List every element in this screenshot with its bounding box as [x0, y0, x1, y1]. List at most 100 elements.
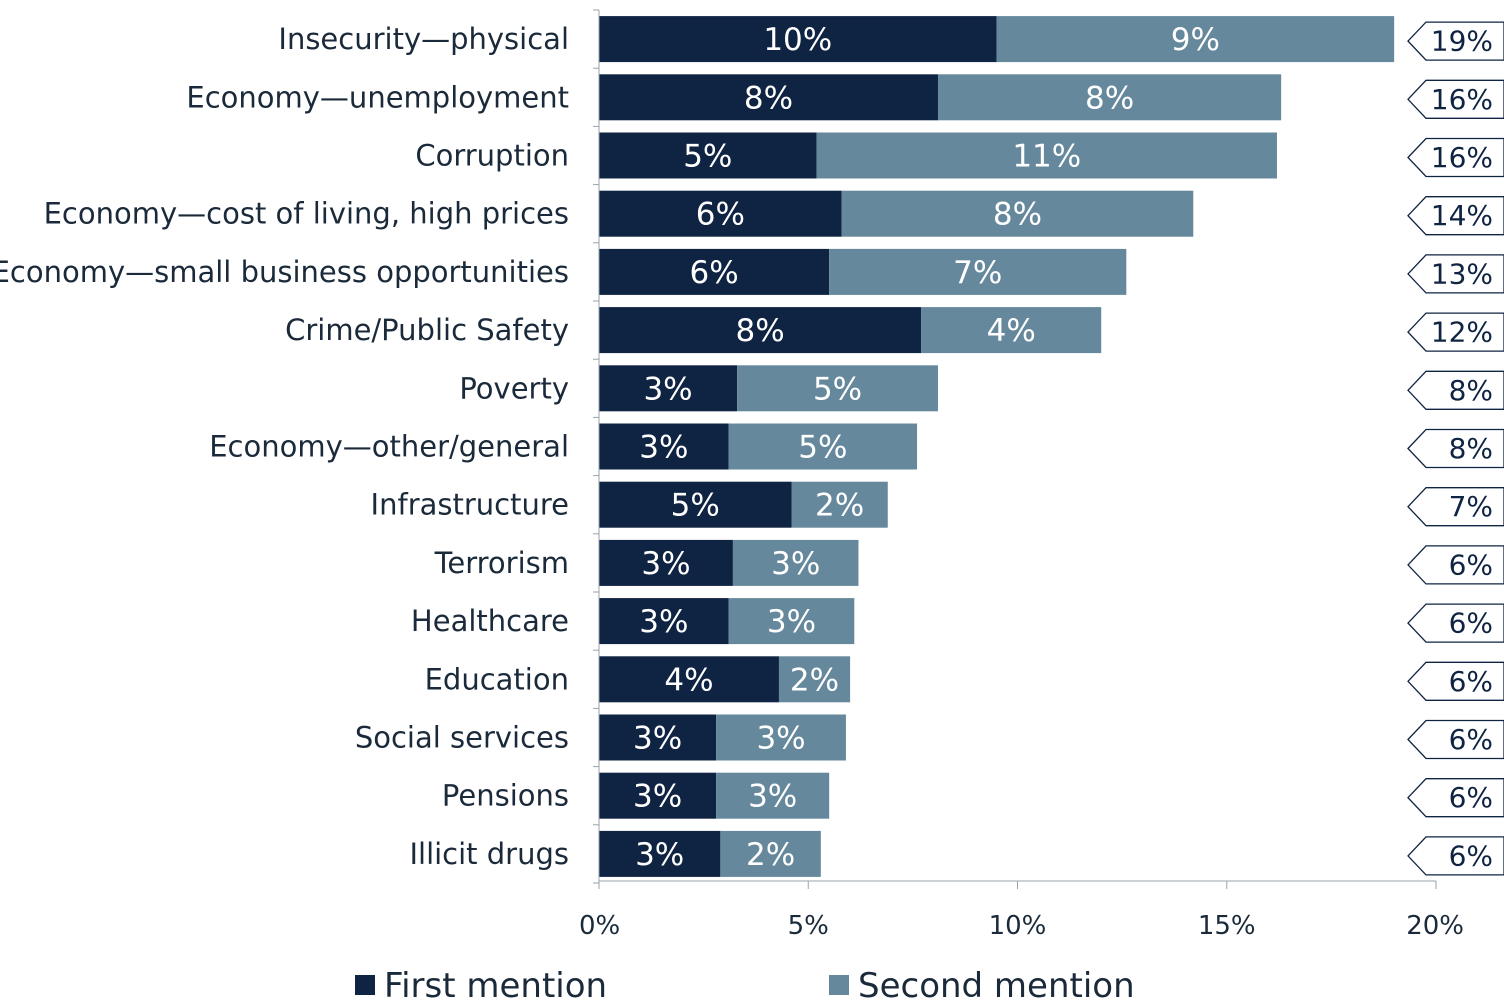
- bar-first-mention: [599, 772, 717, 819]
- bar-value-label: 3%: [771, 546, 820, 582]
- total-callout-shape: [1407, 778, 1504, 818]
- legend-swatch: [829, 975, 849, 995]
- total-value-label: 6%: [1449, 839, 1493, 872]
- bar-value-label: 9%: [1171, 22, 1220, 58]
- total-value-label: 7%: [1449, 490, 1493, 523]
- category-label: Economy—small business opportunities: [0, 255, 569, 289]
- bar-first-mention: [599, 248, 830, 295]
- bar-value-label: 3%: [756, 721, 805, 757]
- bar-value-label: 10%: [763, 22, 832, 58]
- total-callout-shape: [1407, 661, 1504, 701]
- total-callout-shape: [1407, 370, 1504, 410]
- bar-first-mention: [599, 74, 938, 121]
- bar-first-mention: [599, 656, 779, 703]
- total-callout-shape: [1407, 196, 1504, 236]
- bar-value-label: 3%: [767, 604, 816, 640]
- bar-value-label: 3%: [641, 546, 690, 582]
- total-callout-shape: [1407, 719, 1504, 760]
- category-label: Economy—cost of living, high prices: [44, 197, 569, 231]
- bar-value-label: 4%: [987, 313, 1036, 349]
- total-value-label: 14%: [1431, 199, 1493, 232]
- bar-second-mention: [816, 132, 1277, 179]
- category-labels: Insecurity—physical Economy—unemployment C…: [0, 22, 569, 871]
- category-label: Illicit drugs: [409, 837, 569, 871]
- bars-group: 10% 9% 8% 8% 5% 11% 6% 8% 6% 7% 8% 4% 3% 5% 3% 5% 5% 2% 3%…: [599, 16, 1395, 877]
- x-tick-label: 10%: [989, 911, 1047, 941]
- bar-first-mention: [599, 365, 738, 412]
- total-value-label: 8%: [1449, 432, 1493, 465]
- category-label: Healthcare: [411, 604, 569, 638]
- bar-value-label: 3%: [635, 837, 684, 873]
- total-value-label: 16%: [1431, 83, 1493, 116]
- bar-second-mention: [737, 365, 938, 412]
- category-label: Infrastructure: [371, 488, 569, 522]
- total-callout-shape: [1407, 428, 1504, 469]
- bar-second-mention: [841, 190, 1194, 237]
- bar-value-label: 5%: [683, 139, 732, 175]
- legend-label: Second mention: [858, 966, 1135, 1001]
- category-label: Poverty: [459, 371, 569, 405]
- bar-value-label: 3%: [639, 430, 688, 466]
- bar-value-label: 3%: [633, 721, 682, 757]
- bar-second-mention: [778, 656, 851, 703]
- bar-second-mention: [732, 539, 859, 586]
- bar-first-mention: [599, 539, 733, 586]
- total-callout-shape: [1407, 254, 1504, 294]
- total-callout-shape: [1407, 79, 1504, 119]
- legend-swatch: [355, 975, 375, 995]
- bar-first-mention: [599, 190, 842, 237]
- bar-value-label: 4%: [664, 662, 713, 698]
- total-callout-shape: [1407, 137, 1504, 178]
- x-axis: 0% 5% 10% 15% 20%: [579, 9, 1464, 941]
- bar-second-mention: [716, 714, 846, 761]
- bar-second-mention: [728, 598, 855, 645]
- bar-second-mention: [716, 772, 830, 819]
- category-label: Economy—unemployment: [186, 80, 569, 114]
- bar-first-mention: [599, 307, 922, 354]
- x-tick-label: 0%: [579, 911, 620, 941]
- category-label: Corruption: [415, 139, 569, 173]
- total-callout-shape: [1407, 487, 1504, 527]
- total-value-label: 19%: [1431, 25, 1493, 58]
- category-label: Social services: [355, 721, 569, 755]
- x-tick-label: 20%: [1406, 911, 1464, 941]
- total-value-label: 6%: [1449, 781, 1493, 814]
- legend-label: First mention: [384, 966, 607, 1001]
- category-label: Insecurity—physical: [278, 22, 569, 56]
- total-value-label: 13%: [1431, 257, 1493, 290]
- bar-first-mention: [599, 481, 792, 528]
- bar-value-label: 2%: [746, 837, 795, 873]
- bar-value-label: 8%: [993, 197, 1042, 233]
- legend: First mention Second mention: [355, 966, 1135, 1001]
- bar-second-mention: [996, 16, 1395, 63]
- total-value-label: 6%: [1449, 723, 1493, 756]
- category-label: Pensions: [442, 779, 569, 813]
- bar-value-label: 8%: [1085, 80, 1134, 116]
- total-value-label: 16%: [1431, 141, 1493, 174]
- total-callout-shape: [1407, 545, 1504, 585]
- category-label: Crime/Public Safety: [285, 313, 569, 347]
- total-callout-shape: [1407, 603, 1504, 643]
- bar-first-mention: [599, 423, 729, 470]
- bar-value-label: 8%: [744, 80, 793, 116]
- x-tick-label: 5%: [788, 911, 829, 941]
- category-label: Education: [425, 662, 569, 696]
- total-value-label: 6%: [1449, 607, 1493, 640]
- bar-value-label: 3%: [748, 779, 797, 815]
- bar-value-label: 2%: [815, 488, 864, 524]
- total-value-label: 6%: [1449, 665, 1493, 698]
- bar-second-mention: [720, 830, 821, 877]
- bar-second-mention: [829, 248, 1127, 295]
- total-value-label: 6%: [1449, 548, 1493, 581]
- bar-first-mention: [599, 16, 997, 63]
- bar-value-label: 11%: [1012, 139, 1081, 175]
- bar-value-label: 6%: [689, 255, 738, 291]
- bar-second-mention: [921, 307, 1102, 354]
- total-callout-shape: [1407, 312, 1504, 352]
- bar-second-mention: [728, 423, 918, 470]
- total-callout-shape: [1407, 21, 1504, 61]
- bar-value-label: 2%: [790, 662, 839, 698]
- bar-second-mention: [937, 74, 1282, 121]
- category-label: Terrorism: [434, 546, 569, 580]
- bar-value-label: 7%: [953, 255, 1002, 291]
